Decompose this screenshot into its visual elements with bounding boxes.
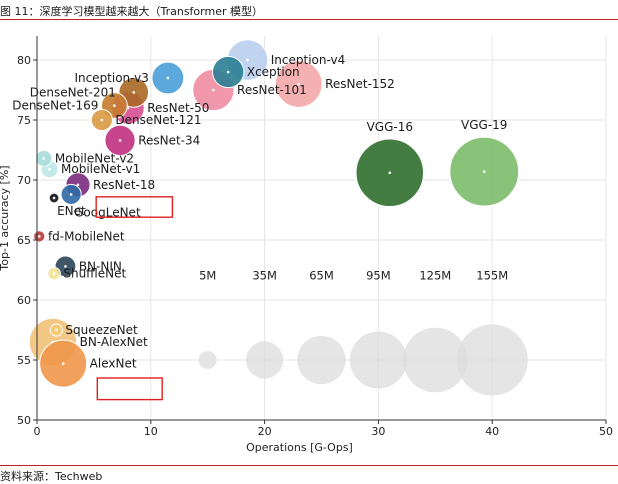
size-legend-bubble-125m — [403, 327, 468, 393]
size-legend-bubble-95m — [349, 331, 407, 389]
x-tick-label-30: 30 — [371, 425, 385, 438]
label-inception-v4: Inception-v4 — [271, 53, 345, 67]
label-inception-v3: Inception-v3 — [74, 71, 148, 85]
bubble-center-densenet-201 — [132, 91, 136, 94]
bubble-center-mobilenet-v2 — [42, 157, 46, 160]
label-googlenet: GoogLeNet — [74, 205, 141, 219]
bubble-center-inception-v4 — [246, 58, 249, 62]
size-legend-label-125m: 125M — [419, 269, 451, 283]
y-tick-label-55: 55 — [17, 354, 31, 367]
label-vgg-19: VGG-19 — [461, 118, 507, 132]
label-squeezenet: SqueezeNet — [65, 323, 138, 337]
x-axis-label: Operations [G-Ops] — [246, 441, 353, 454]
bubble-center-enet — [52, 196, 56, 200]
size-legend-bubble-5m — [198, 350, 217, 370]
y-tick-label-50: 50 — [17, 414, 31, 427]
label-fd-mobilenet: fd-MobileNet — [48, 229, 125, 243]
label-mobilenet-v1: MobileNet-v1 — [61, 162, 140, 176]
bubble-layer — [28, 39, 520, 388]
bubble-center-inception-v3 — [166, 76, 170, 80]
x-tick-label-10: 10 — [144, 425, 158, 438]
label-resnet-152: ResNet-152 — [325, 77, 395, 91]
y-axis-label: Top-1 accuracy [%] — [0, 165, 11, 271]
bubble-center-resnet-152 — [297, 82, 301, 86]
bubble-center-densenet-121 — [100, 118, 104, 122]
size-legend-label-95m: 95M — [366, 269, 391, 283]
figure-title: 图 11：深度学习模型越来越大（Transformer 模型） — [0, 5, 263, 18]
label-densenet-169: DenseNet-169 — [12, 99, 98, 113]
bubble-center-fd-mobilenet — [37, 235, 41, 238]
x-tick-label-0: 0 — [34, 425, 41, 438]
label-densenet-121: DenseNet-121 — [115, 113, 201, 127]
label-bn-nin: BN-NIN — [79, 259, 122, 273]
y-tick-label-65: 65 — [17, 234, 31, 247]
label-bn-alexnet: BN-AlexNet — [80, 335, 148, 349]
label-alexnet: AlexNet — [90, 357, 137, 371]
y-tick-label-60: 60 — [17, 294, 31, 307]
size-legend-bubble-65m — [297, 335, 346, 385]
size-legend: 5M 35M 65M 95M 125M 155M — [198, 269, 528, 396]
x-tick-label-20: 20 — [258, 425, 272, 438]
label-resnet-34: ResNet-34 — [138, 133, 200, 147]
y-tick-label-70: 70 — [17, 174, 31, 187]
size-legend-label-155m: 155M — [476, 269, 508, 283]
bubble-center-mobilenet-v1 — [48, 167, 51, 171]
bubble-center-bn-nin — [64, 265, 67, 268]
figure-source: 资料来源：Techweb — [0, 470, 103, 483]
label-densenet-201: DenseNet-201 — [30, 85, 116, 99]
x-tick-label-40: 40 — [485, 425, 499, 438]
bubble-center-resnet-18 — [76, 183, 80, 187]
highlight-box-alexnet — [96, 377, 163, 401]
annotation-layer — [95, 196, 174, 401]
bubble-center-vgg-16 — [388, 171, 392, 175]
y-tick-label-80: 80 — [17, 54, 31, 67]
accuracy-vs-operations-chart: 5M 35M 65M 95M 125M 155M Inception-v4Xception… — [0, 36, 613, 454]
label-xception: Xception — [247, 65, 300, 79]
label-mobilenet-v2: MobileNet-v2 — [55, 151, 134, 165]
label-vgg-16: VGG-16 — [367, 120, 413, 134]
bubble-center-squeezenet — [55, 328, 58, 332]
label-resnet-101: ResNet-101 — [237, 83, 307, 97]
size-legend-bubble-35m — [246, 341, 284, 379]
bubble-center-xception — [226, 70, 230, 74]
y-tick-label-75: 75 — [17, 114, 31, 127]
source-rule — [0, 465, 618, 466]
bubble-center-resnet-34 — [118, 139, 122, 142]
bubble-center-densenet-169 — [113, 104, 116, 107]
size-legend-label-5m: 5M — [199, 269, 216, 283]
bubble-center-googlenet — [69, 193, 73, 196]
label-resnet-50: ResNet-50 — [147, 101, 209, 115]
bubble-center-resnet-101 — [212, 88, 215, 92]
label-shufflenet: ShuffleNet — [63, 267, 126, 281]
bubble-center-vgg-19 — [482, 170, 486, 173]
size-legend-label-65m: 65M — [309, 269, 334, 283]
label-enet: ENet — [57, 204, 86, 218]
bubble-center-shufflenet — [52, 272, 56, 275]
axis-layer: 0 10 20 30 40 50 50 55 60 65 70 75 80 Operations [G-O… — [0, 36, 613, 454]
label-resnet-18: ResNet-18 — [93, 178, 155, 192]
highlight-box-googlenet — [95, 196, 174, 218]
bubble-center-alexnet — [61, 362, 65, 365]
x-tick-label-50: 50 — [599, 425, 613, 438]
title-rule — [0, 19, 618, 20]
size-legend-bubble-155m — [456, 324, 528, 396]
size-legend-label-35m: 35M — [252, 269, 277, 283]
